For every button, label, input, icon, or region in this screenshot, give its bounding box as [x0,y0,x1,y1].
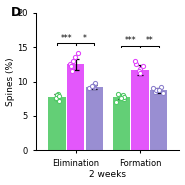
Bar [48,97,65,150]
Text: *: * [83,34,87,43]
Point [154,88,157,91]
Point [123,97,126,100]
Point [138,70,141,73]
Point [70,64,73,67]
Point [91,85,94,88]
Point [135,63,138,66]
Point [123,95,126,98]
Point [57,92,60,95]
Point [152,87,155,90]
Text: D: D [10,6,21,19]
Point [56,94,59,97]
Point [121,94,124,97]
Point [141,65,144,68]
Point [158,89,161,92]
Point [114,101,117,104]
Point [73,56,76,59]
Point [72,59,75,62]
Point [133,59,136,62]
Point [56,97,59,100]
Point [70,70,73,73]
Text: **: ** [145,36,153,45]
Point [162,91,165,94]
Point [88,87,90,90]
Point [92,85,95,88]
Text: ***: *** [125,36,137,45]
Point [92,83,95,86]
Point [58,99,61,102]
Point [160,85,163,88]
Bar [150,90,167,150]
Bar [131,70,149,150]
Point [153,90,156,93]
Bar [113,97,130,150]
X-axis label: 2 weeks: 2 weeks [89,170,126,179]
Point [138,72,141,75]
Point [117,92,120,95]
Point [92,84,95,87]
Y-axis label: Spines (%): Spines (%) [6,57,15,106]
Bar [86,87,103,150]
Point [93,81,96,84]
Point [55,97,58,100]
Point [68,63,71,66]
Point [120,97,123,100]
Bar [67,64,84,150]
Point [77,51,80,54]
Text: ***: *** [60,34,72,43]
Point [57,95,60,97]
Point [138,68,141,71]
